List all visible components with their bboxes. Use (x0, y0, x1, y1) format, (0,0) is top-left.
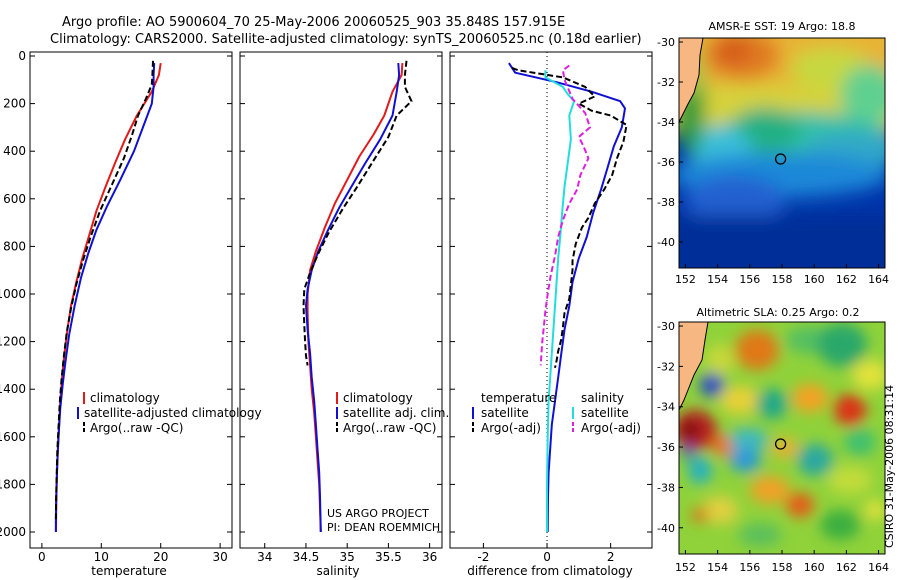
legend-label-sal-satellite: satellite (581, 406, 629, 420)
credit-line-1: US ARGO PROJECT (327, 507, 429, 520)
difference-xtick-label: -2 (477, 550, 489, 564)
sst-field (679, 38, 885, 268)
salinity-xtick-label: 35.5 (375, 550, 402, 564)
sst-lon-tick-label: 158 (772, 273, 793, 286)
difference-series-temperature-satellite (508, 62, 626, 533)
depth-tick-label: 1600 (0, 430, 26, 444)
salinity-panel (239, 51, 443, 549)
sla-lon-tick-label: 162 (836, 561, 857, 574)
depth-tick-label: 1800 (0, 477, 26, 491)
difference-xtick-label: 0 (543, 550, 551, 564)
sla-lat-tick-label: -36 (657, 441, 675, 454)
sst-lon-tick-label: 160 (804, 273, 825, 286)
depth-tick-label: 0 (18, 49, 26, 63)
header-line-1: Argo profile: AO 5900604_70 25-May-2006 … (62, 15, 565, 30)
sla-lat-tick-label: -32 (657, 360, 675, 373)
depth-tick-label: 1200 (0, 335, 26, 349)
difference-legend: temperature satellite Argo(-adj) salinit… (472, 391, 641, 435)
salinity-legend: climatology satellite adj. clim. Argo(..… (336, 391, 449, 435)
sla-map (679, 322, 885, 554)
sst-map-title: AMSR-E SST: 19 Argo: 18.8 (708, 20, 855, 33)
temperature-panel (29, 51, 233, 549)
sst-coastline (679, 38, 704, 123)
sst-map (679, 38, 885, 268)
legend-heading-temperature: temperature (481, 391, 556, 405)
depth-tick-label: 1000 (0, 287, 26, 301)
depth-tick-label: 1400 (0, 382, 26, 396)
sst-lat-tick-label: -38 (657, 196, 675, 209)
sla-lon-tick-label: 158 (772, 561, 793, 574)
salinity-series-argo-raw-qc (302, 60, 413, 366)
legend-label-satellite: satellite adj. clim. (343, 406, 449, 420)
sst-lon-tick-label: 156 (739, 273, 760, 286)
depth-tick-label: 2000 (0, 525, 26, 539)
legend-label-temp-satellite: satellite (481, 406, 529, 420)
temperature-axis-label: temperature (91, 564, 166, 578)
difference-series-salinity-satellite (544, 70, 576, 532)
sla-lat-tick-label: -38 (657, 481, 675, 494)
salinity-xtick-label: 35 (340, 550, 355, 564)
legend-label-argo: Argo(..raw -QC) (343, 421, 436, 435)
sla-lon-tick-label: 152 (675, 561, 696, 574)
legend-label-sal-argo: Argo(-adj) (581, 421, 641, 435)
legend-label-climatology: climatology (90, 391, 160, 405)
salinity-axis-label: salinity (316, 564, 359, 578)
sst-lat-tick-label: -36 (657, 156, 675, 169)
salinity-xtick-label: 36 (422, 550, 437, 564)
temperature-legend: climatology satellite-adjusted climatolo… (77, 391, 262, 435)
sst-lon-tick-label: 164 (868, 273, 889, 286)
sst-lat-tick-label: -40 (657, 236, 675, 249)
temperature-series-argo-raw-qc (54, 60, 154, 523)
legend-heading-salinity: salinity (581, 391, 624, 405)
temperature-series-satellite-adjusted-climatology (54, 63, 156, 533)
header-line-2: Climatology: CARS2000. Satellite-adjuste… (50, 32, 642, 47)
sla-lat-tick-label: -40 (657, 522, 675, 535)
sst-lat-tick-label: -34 (657, 116, 675, 129)
sla-field (679, 323, 885, 547)
temperature-xtick-label: 20 (153, 550, 168, 564)
profile-plot-layer: 0102030020040060080010001200140016001800… (0, 49, 652, 564)
salinity-xtick-label: 34 (257, 550, 272, 564)
sst-lon-tick-label: 152 (675, 273, 696, 286)
difference-series-salinity-argo-adj (539, 64, 591, 366)
depth-tick-label: 400 (3, 144, 26, 158)
salinity-series-satellite-adj-clim (305, 63, 401, 533)
sst-lat-tick-label: -30 (657, 36, 675, 49)
sla-lat-tick-label: -34 (657, 401, 675, 414)
depth-tick-label: 600 (3, 192, 26, 206)
csiro-timestamp: CSIRO 31-May-2006 08:31:14 (883, 385, 896, 548)
sla-lat-tick-label: -30 (657, 320, 675, 333)
difference-series-temperature-argo-adj (511, 66, 628, 369)
depth-tick-label: 200 (3, 97, 26, 111)
sla-lon-tick-label: 154 (707, 561, 728, 574)
sst-lon-tick-label: 154 (707, 273, 728, 286)
temperature-xtick-label: 10 (94, 550, 109, 564)
credit-line-2: PI: DEAN ROEMMICH (327, 521, 440, 534)
salinity-series-group (302, 60, 413, 533)
difference-series-group (508, 52, 628, 548)
legend-label-argo: Argo(..raw -QC) (90, 421, 183, 435)
sla-lon-tick-label: 160 (804, 561, 825, 574)
sst-argo-location-marker (774, 153, 787, 165)
sla-lon-tick-label: 156 (739, 561, 760, 574)
legend-label-climatology: climatology (343, 391, 413, 405)
difference-xtick-label: 2 (607, 550, 615, 564)
temperature-series-group (54, 60, 162, 533)
temperature-xtick-label: 30 (212, 550, 227, 564)
depth-tick-label: 800 (3, 239, 26, 253)
sla-argo-location-marker (774, 438, 787, 450)
legend-label-temp-argo: Argo(-adj) (481, 421, 541, 435)
sst-lon-tick-label: 162 (836, 273, 857, 286)
temperature-xtick-label: 0 (38, 550, 46, 564)
salinity-xtick-label: 34.5 (293, 550, 320, 564)
sla-map-title: Altimetric SLA: 0.25 Argo: 0.2 (696, 306, 859, 319)
sst-lat-tick-label: -32 (657, 76, 675, 89)
legend-label-satellite-adjusted: satellite-adjusted climatology (84, 406, 262, 420)
sla-lon-tick-label: 164 (868, 561, 889, 574)
difference-axis-label: difference from climatology (467, 564, 633, 578)
